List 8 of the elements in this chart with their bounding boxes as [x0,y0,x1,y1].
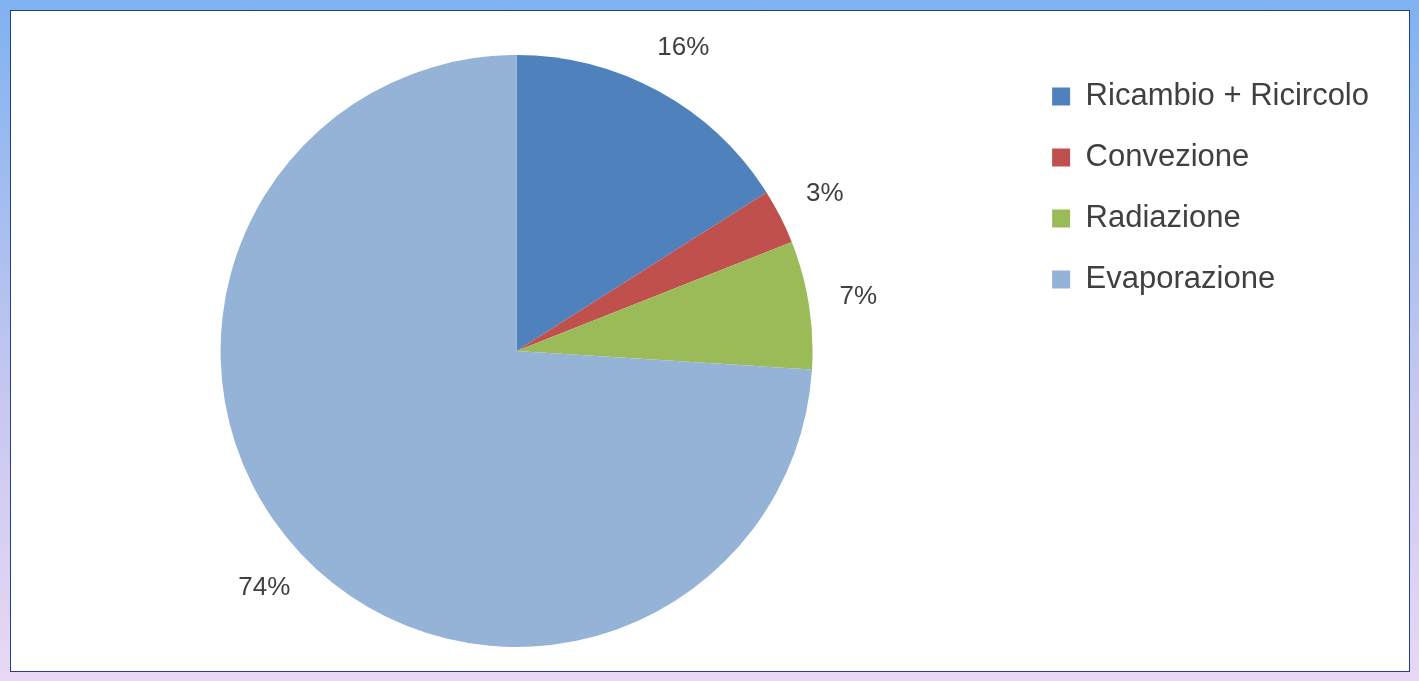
data-label: 3% [806,177,844,208]
data-label: 16% [657,30,710,61]
data-label: 7% [839,280,878,311]
legend-label: Convezione [1085,138,1250,174]
data-label: 74% [238,571,291,602]
legend-label: Ricambio + Ricircolo [1085,77,1369,113]
legend-label: Radiazione [1085,199,1241,235]
legend-label: Evaporazione [1085,260,1276,296]
